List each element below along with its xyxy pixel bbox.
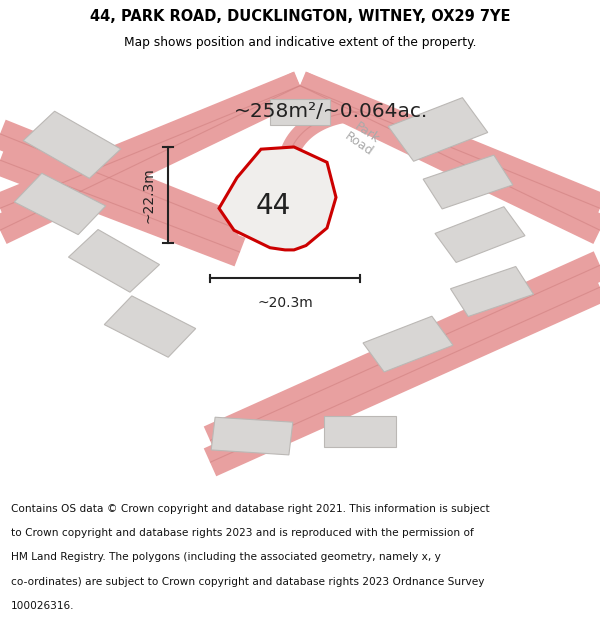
Polygon shape <box>23 111 121 178</box>
Polygon shape <box>270 99 330 125</box>
Text: 44: 44 <box>256 192 290 220</box>
Text: HM Land Registry. The polygons (including the associated geometry, namely x, y: HM Land Registry. The polygons (includin… <box>11 552 440 562</box>
Polygon shape <box>388 98 488 161</box>
Text: ~22.3m: ~22.3m <box>142 168 156 223</box>
Polygon shape <box>451 266 533 316</box>
Polygon shape <box>363 316 453 372</box>
Polygon shape <box>211 418 293 455</box>
Text: Park
Road: Park Road <box>343 118 383 158</box>
Text: to Crown copyright and database rights 2023 and is reproduced with the permissio: to Crown copyright and database rights 2… <box>11 528 473 538</box>
Text: ~20.3m: ~20.3m <box>257 296 313 310</box>
Polygon shape <box>68 229 160 292</box>
Polygon shape <box>104 296 196 358</box>
Text: 100026316.: 100026316. <box>11 601 74 611</box>
Text: Contains OS data © Crown copyright and database right 2021. This information is : Contains OS data © Crown copyright and d… <box>11 504 490 514</box>
Text: co-ordinates) are subject to Crown copyright and database rights 2023 Ordnance S: co-ordinates) are subject to Crown copyr… <box>11 577 484 587</box>
Polygon shape <box>219 147 336 250</box>
Polygon shape <box>324 416 396 447</box>
Polygon shape <box>435 207 525 262</box>
Text: 44, PARK ROAD, DUCKLINGTON, WITNEY, OX29 7YE: 44, PARK ROAD, DUCKLINGTON, WITNEY, OX29… <box>90 9 510 24</box>
Polygon shape <box>423 155 513 209</box>
Text: ~258m²/~0.064ac.: ~258m²/~0.064ac. <box>234 102 428 121</box>
Text: Map shows position and indicative extent of the property.: Map shows position and indicative extent… <box>124 36 476 49</box>
Polygon shape <box>14 173 106 234</box>
